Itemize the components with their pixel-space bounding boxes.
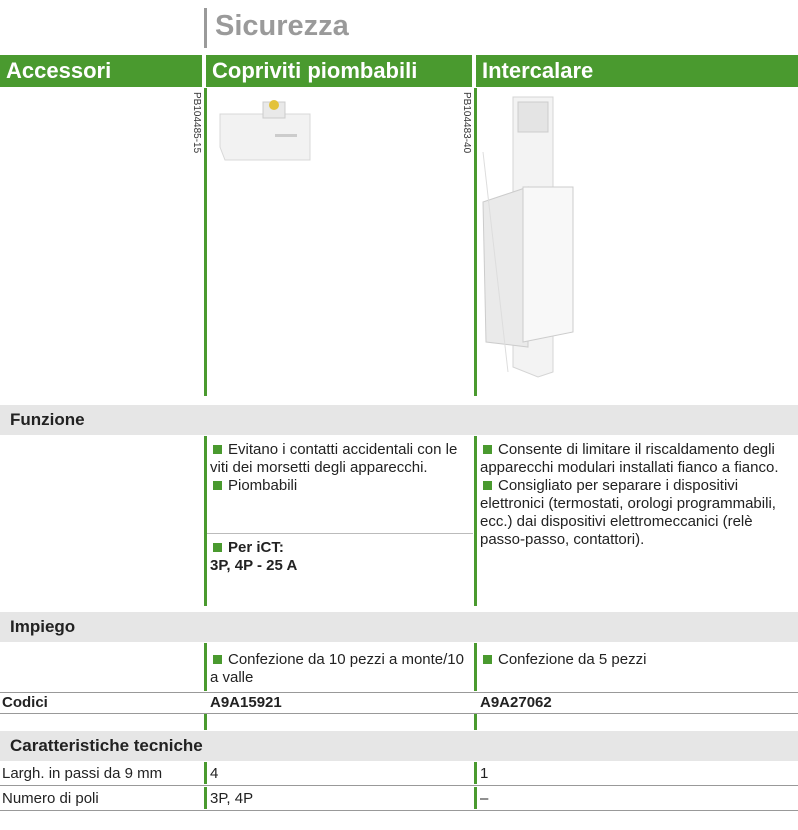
divider bbox=[474, 643, 477, 691]
bullet-item: Piombabili bbox=[210, 477, 468, 495]
divider bbox=[204, 762, 207, 784]
text-block: Per iCT: 3P, 4P - 25 A bbox=[210, 539, 468, 575]
label: Codici bbox=[2, 694, 48, 711]
text-block: Confezione da 5 pezzi bbox=[480, 651, 796, 669]
separator bbox=[0, 713, 798, 714]
title-bar bbox=[204, 8, 207, 48]
text-block: Consente di limitare il riscaldamento de… bbox=[480, 441, 796, 549]
bullet-item: Consigliato per separare i dispositivi e… bbox=[480, 477, 796, 549]
column-header: Copriviti piombabili bbox=[206, 55, 472, 87]
bullet-item: Consente di limitare il riscaldamento de… bbox=[480, 441, 796, 477]
separator bbox=[0, 692, 798, 693]
separator bbox=[207, 533, 473, 534]
cell: 1 bbox=[480, 765, 489, 782]
code: A9A15921 bbox=[210, 694, 282, 711]
divider bbox=[204, 436, 207, 606]
divider bbox=[474, 714, 477, 730]
image-code: PB104485-15 bbox=[191, 92, 202, 154]
product-image bbox=[482, 96, 574, 378]
cell: – bbox=[480, 790, 489, 807]
column-header: Accessori bbox=[0, 55, 202, 87]
text: Evitano i contatti accidentali con le vi… bbox=[210, 441, 458, 476]
section-header: Caratteristiche tecniche bbox=[0, 731, 798, 761]
column-header: Intercalare bbox=[476, 55, 798, 87]
divider bbox=[474, 436, 477, 606]
row-label: Largh. in passi da 9 mm bbox=[2, 765, 163, 782]
text: Confezione da 5 pezzi bbox=[498, 651, 647, 668]
divider bbox=[474, 762, 477, 784]
text: Piombabili bbox=[228, 477, 298, 494]
text-block: Confezione da 10 pezzi a monte/10 a vall… bbox=[210, 651, 468, 687]
divider bbox=[204, 714, 207, 730]
divider bbox=[474, 88, 477, 396]
cell: 3P, 4P bbox=[210, 790, 254, 807]
row-label: Numero di poli bbox=[2, 790, 99, 807]
bullet-item: Evitano i contatti accidentali con le vi… bbox=[210, 441, 468, 477]
product-image bbox=[219, 100, 311, 161]
title: Sicurezza bbox=[215, 10, 349, 42]
code: A9A27062 bbox=[480, 694, 552, 711]
text: Consigliato per separare i dispositivi e… bbox=[480, 477, 776, 548]
separator bbox=[0, 810, 798, 811]
divider bbox=[204, 88, 207, 396]
section-header: Funzione bbox=[0, 405, 798, 435]
separator bbox=[0, 785, 798, 786]
divider bbox=[474, 787, 477, 809]
text: 3P, 4P - 25 A bbox=[210, 557, 298, 574]
cell: 4 bbox=[210, 765, 219, 782]
divider bbox=[204, 787, 207, 809]
text-block: Evitano i contatti accidentali con le vi… bbox=[210, 441, 468, 495]
text: Confezione da 10 pezzi a monte/10 a vall… bbox=[210, 651, 464, 686]
divider bbox=[204, 643, 207, 691]
text: Per iCT: bbox=[228, 539, 284, 556]
text: Consente di limitare il riscaldamento de… bbox=[480, 441, 779, 476]
image-code: PB104483-40 bbox=[461, 92, 472, 154]
section-header: Impiego bbox=[0, 612, 798, 642]
